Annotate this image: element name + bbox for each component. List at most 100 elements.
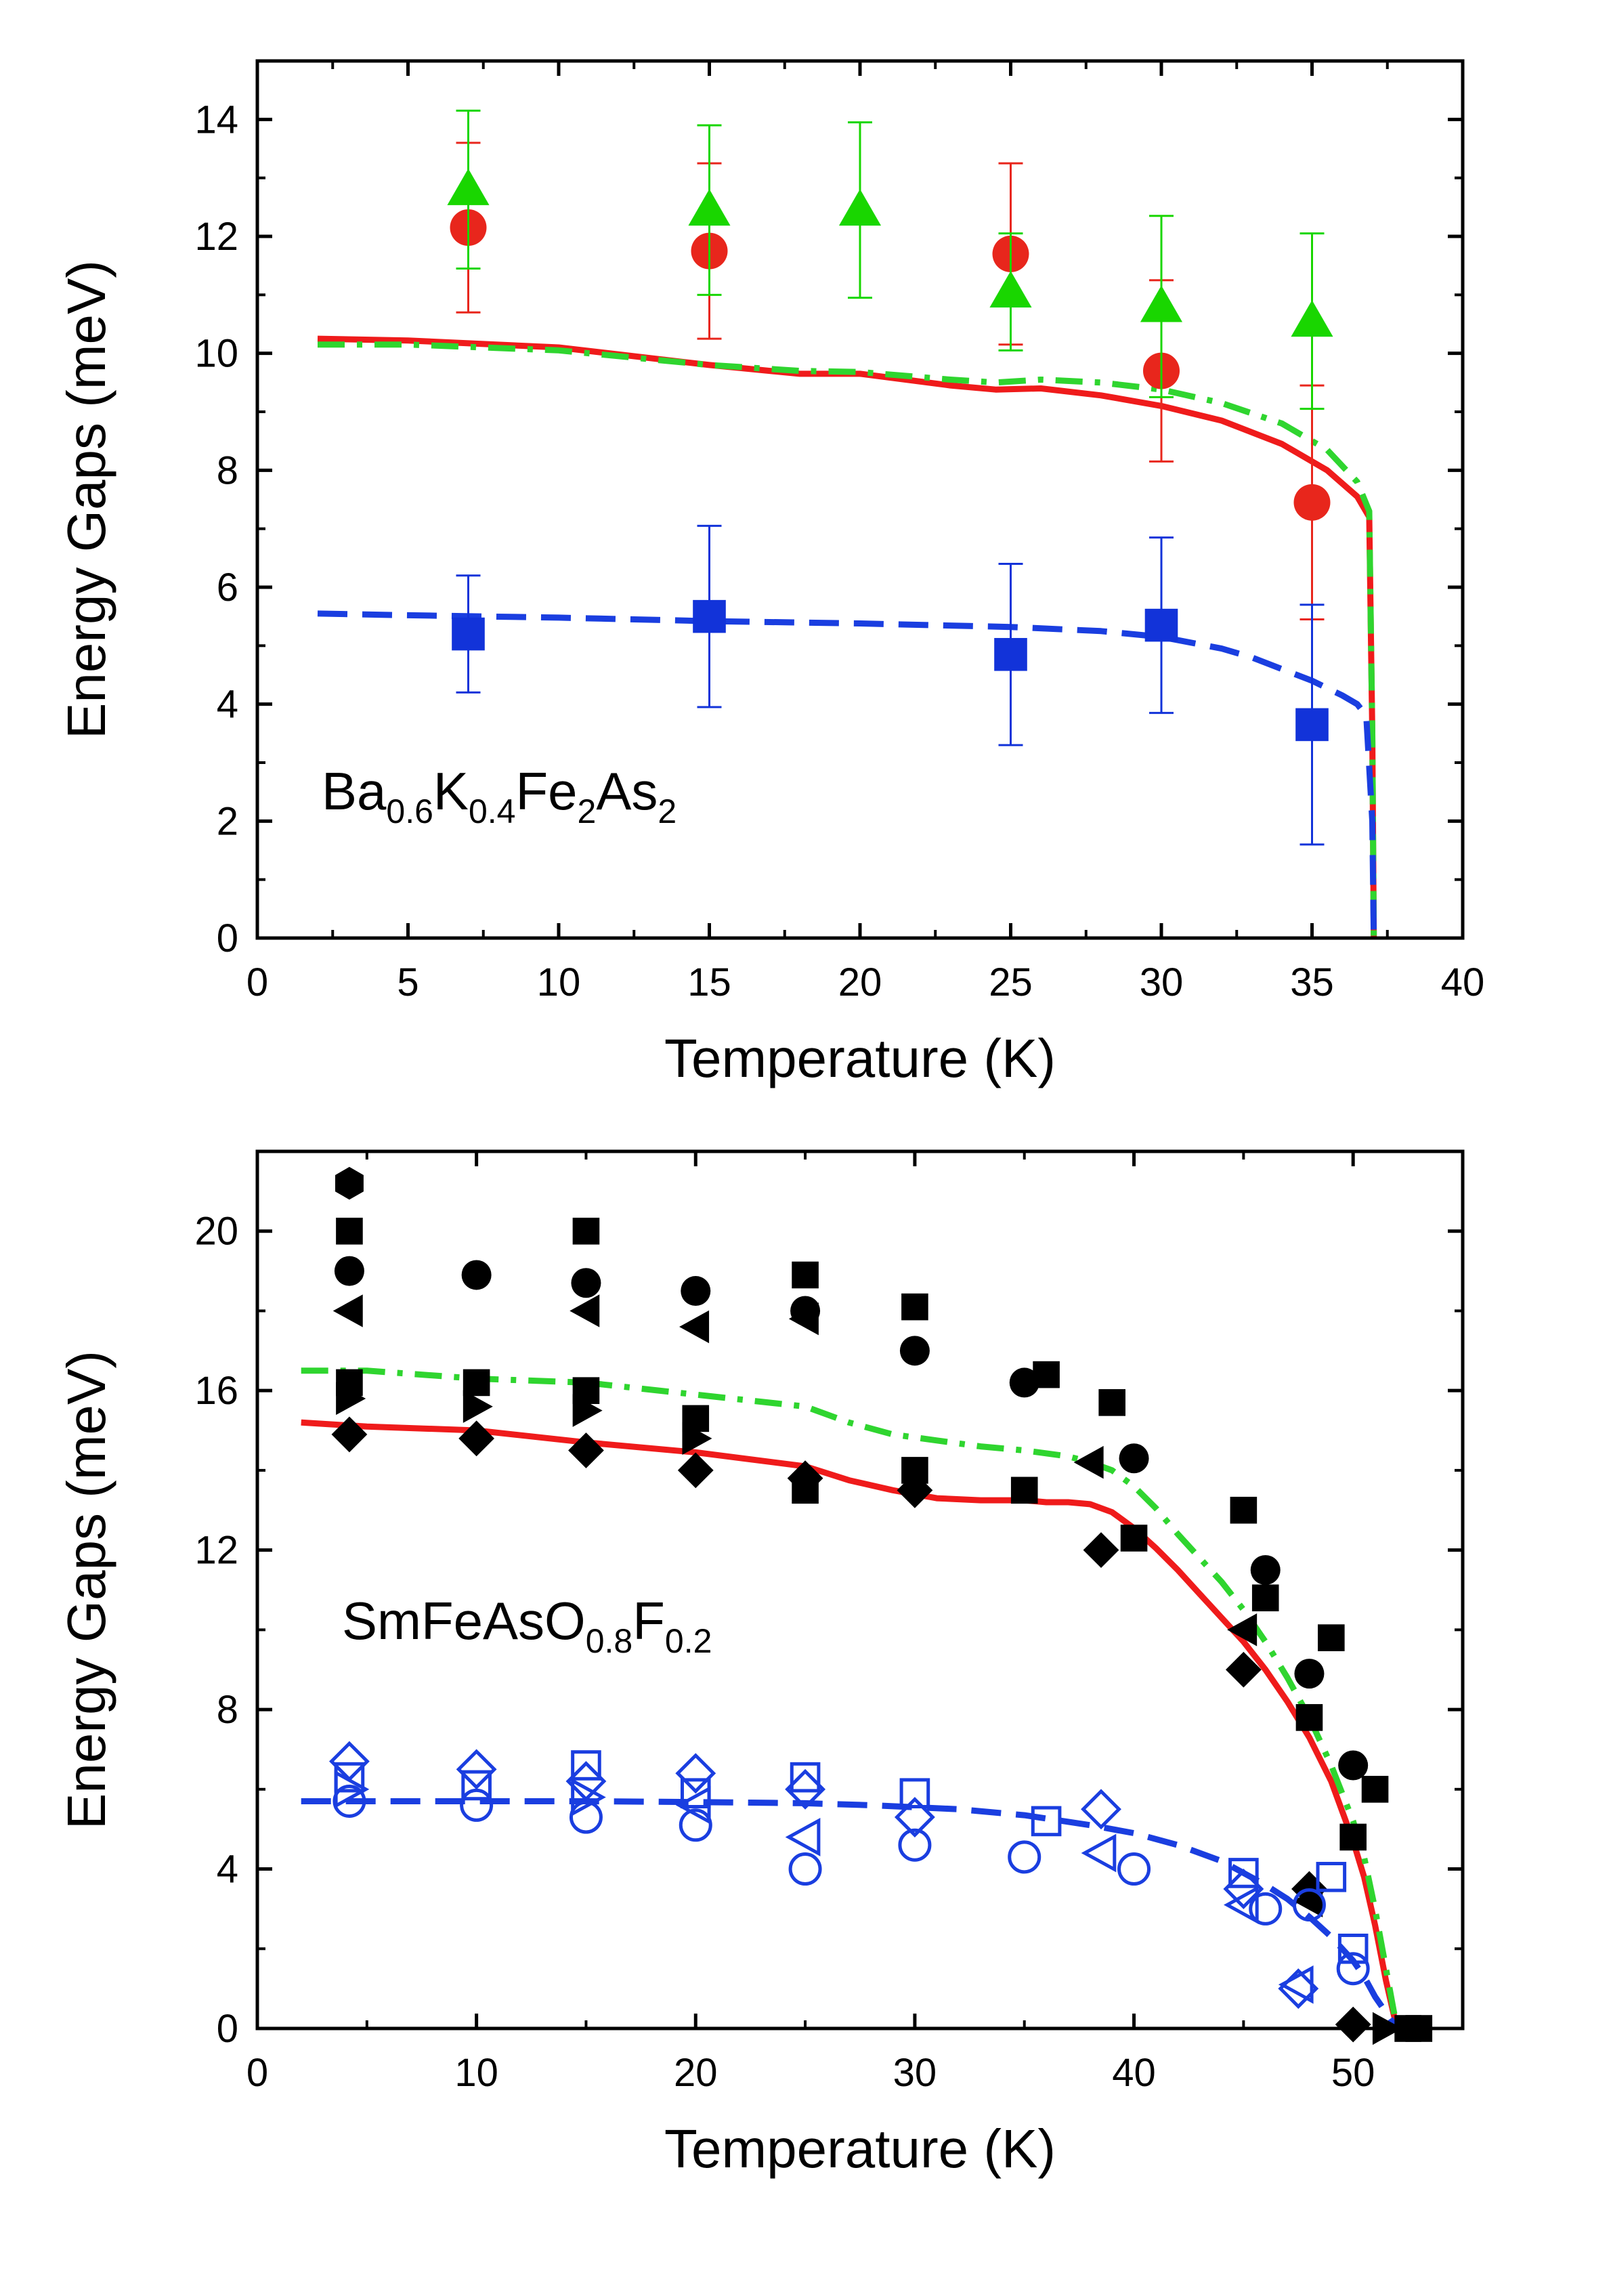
data-point-triangle	[447, 168, 490, 205]
data-point-square	[1230, 1496, 1258, 1524]
data-point-square	[792, 1476, 819, 1504]
x-tick-label: 35	[1290, 960, 1334, 1004]
data-point-diamond	[675, 1753, 716, 1794]
data-point-triangle-left	[785, 1818, 821, 1856]
data-point-diamond	[1081, 1789, 1121, 1830]
panel-top-chart: 0 5 10 15 20 25 30 35 40 0 2 4 6 8 10 12 14 Temperature (…	[56, 59, 1485, 1088]
fit-line-dashdot	[318, 341, 1377, 939]
data-point-triangle-left	[1073, 1445, 1104, 1479]
data-point-triangle-right	[334, 1770, 370, 1809]
data-point-square	[1120, 1525, 1148, 1552]
data-point-diamond	[1278, 1968, 1319, 2010]
compound-subscript: 0.6	[386, 792, 433, 830]
compound-element: SmFeAsO	[342, 1591, 586, 1651]
data-point-circle	[332, 1784, 366, 1818]
data-point-square	[1098, 1389, 1125, 1416]
data-point-square	[1031, 1806, 1062, 1837]
data-point-circle	[681, 1276, 711, 1306]
data-point-circle	[1117, 1852, 1151, 1886]
data-point-square	[1295, 1704, 1323, 1731]
data-point-diamond	[456, 1749, 497, 1790]
x-axis-label: Temperature (K)	[664, 1028, 1056, 1088]
data-point-circle	[1009, 1367, 1039, 1398]
data-point-diamond	[1083, 1532, 1119, 1569]
data-point-triangle-left	[332, 1294, 363, 1327]
compound-element: K	[433, 761, 469, 821]
data-point-triangle-left	[675, 1785, 711, 1825]
data-point-triangle	[1140, 285, 1183, 322]
x-tick-label: 10	[454, 2051, 498, 2095]
compound-element: As	[596, 761, 658, 821]
y-tick-label: 8	[217, 448, 238, 492]
data-point-square	[693, 599, 726, 633]
compound-subscript: 0.2	[665, 1622, 712, 1660]
data-point-square	[901, 1293, 928, 1321]
data-point-circle	[788, 1852, 822, 1886]
x-tick-label: 40	[1112, 2051, 1156, 2095]
data-point-triangle	[989, 270, 1032, 307]
data-point-square	[1318, 1624, 1345, 1651]
data-point-triangle	[688, 189, 731, 226]
x-tick-label: 5	[397, 960, 418, 1004]
y-tick-label: 14	[194, 98, 238, 142]
compound-subscript: 2	[578, 792, 597, 830]
y-tick-label: 10	[194, 332, 238, 376]
data-point-triangle	[1291, 300, 1333, 337]
data-point-triangle-right	[463, 1390, 493, 1423]
data-point-diamond	[897, 1472, 933, 1508]
data-point-diamond	[785, 1768, 826, 1810]
plot-frame	[255, 1149, 1465, 2031]
data-point-circle	[1250, 1555, 1281, 1586]
data-point-triangle-left	[1227, 1613, 1258, 1646]
y-tick-label: 20	[194, 1210, 238, 1254]
y-tick-label: 0	[217, 2007, 238, 2051]
data-point-square	[994, 637, 1027, 671]
y-tick-label: 12	[194, 215, 238, 259]
fit-line-solid	[301, 1419, 1400, 2030]
data-point-diamond	[677, 1452, 714, 1489]
data-point-circle	[1119, 1443, 1149, 1474]
y-tick-label: 4	[217, 683, 238, 727]
data-point-triangle-right	[571, 1778, 606, 1817]
data-point-circle	[1293, 484, 1331, 521]
data-point-diamond	[458, 1420, 495, 1457]
data-point-circle	[571, 1268, 601, 1298]
x-tick-label: 10	[537, 960, 581, 1004]
x-tick-label: 50	[1331, 2051, 1375, 2095]
data-point-square	[336, 1217, 363, 1245]
y-tick-label: 2	[217, 799, 238, 843]
x-tick-label: 30	[1140, 960, 1184, 1004]
x-tick-label: 25	[989, 960, 1033, 1004]
data-point-circle	[679, 1808, 712, 1842]
compound-element: Fe	[515, 761, 577, 821]
data-point-circle	[461, 1260, 492, 1290]
compound-subscript: 0.8	[586, 1622, 633, 1660]
x-tick-label: 15	[687, 960, 731, 1004]
data-point-triangle	[838, 189, 882, 226]
data-point-square	[1316, 1862, 1347, 1892]
data-point-circle	[1249, 1892, 1283, 1926]
data-point-square	[1337, 1933, 1369, 1964]
x-tick-label: 20	[838, 960, 882, 1004]
x-tick-label: 40	[1441, 960, 1485, 1004]
y-tick-label: 6	[217, 566, 238, 610]
compound-subscript: 2	[658, 792, 676, 830]
data-point-diamond	[568, 1432, 604, 1468]
x-axis-label: Temperature (K)	[664, 2119, 1056, 2179]
data-point-circle	[898, 1828, 932, 1862]
y-tick-label: 16	[194, 1369, 238, 1413]
data-point-circle	[899, 1336, 930, 1366]
data-point-square	[1144, 608, 1178, 642]
compound-element: F	[632, 1591, 665, 1651]
y-axis-label: Energy Gaps (meV)	[56, 1351, 116, 1829]
data-point-triangle-left	[570, 1294, 600, 1327]
data-point-square	[1339, 1823, 1367, 1851]
y-tick-label: 4	[217, 1848, 238, 1892]
compound-label: Ba0.6K0.4Fe2As2	[322, 761, 676, 830]
y-axis-label: Energy Gaps (meV)	[56, 260, 116, 739]
data-point-square	[792, 1261, 819, 1289]
x-tick-label: 30	[893, 2051, 937, 2095]
compound-element: Ba	[322, 761, 387, 821]
y-tick-label: 0	[217, 916, 238, 960]
